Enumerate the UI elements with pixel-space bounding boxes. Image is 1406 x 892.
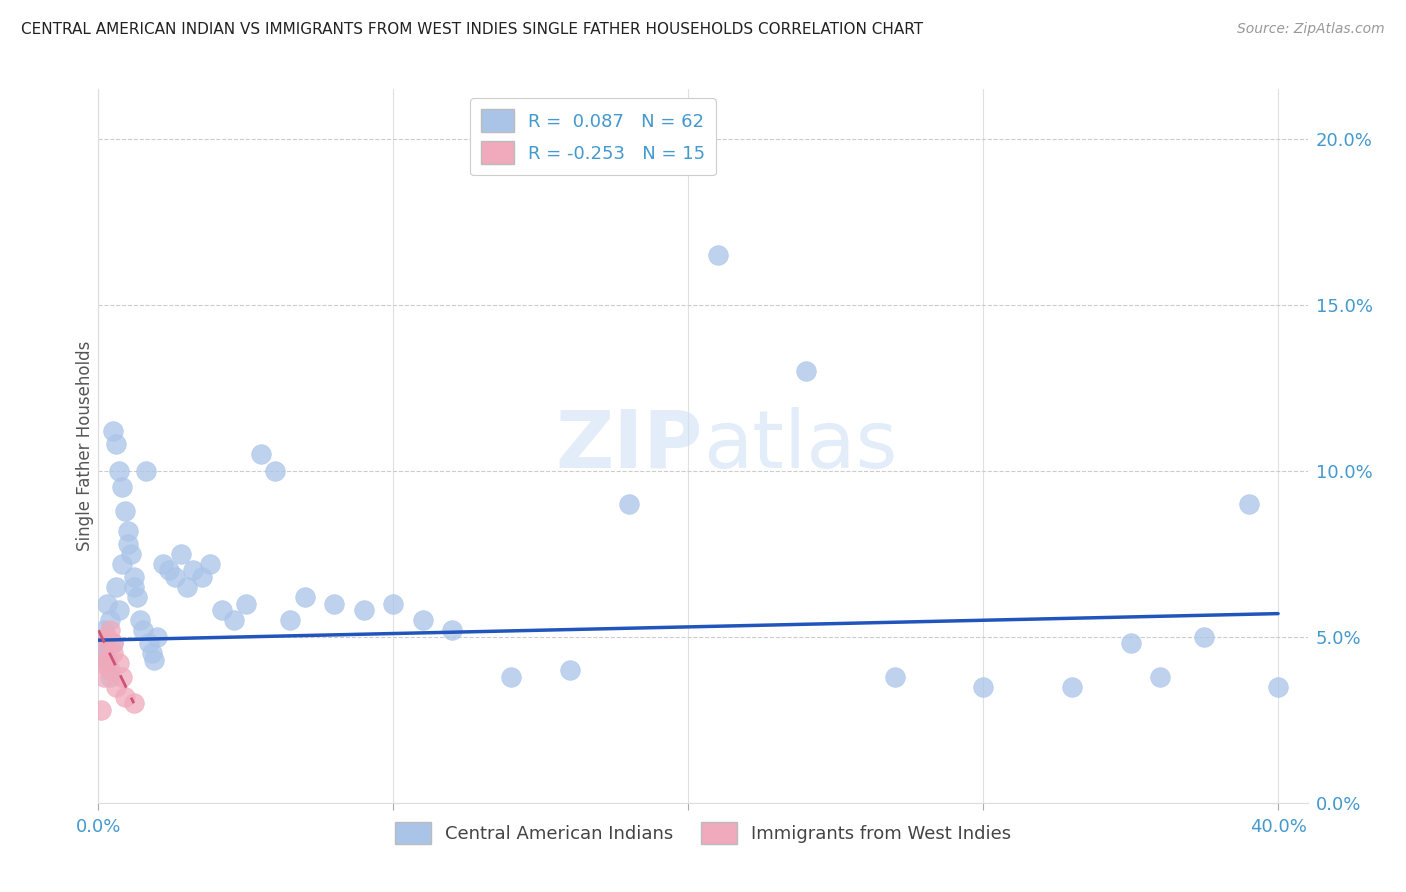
Point [96, 597, 118, 611]
Point [120, 547, 142, 561]
Point [294, 590, 316, 604]
Point [1149, 670, 1171, 684]
Point [90, 703, 112, 717]
Y-axis label: Single Father Households: Single Father Households [76, 341, 94, 551]
Point [141, 647, 163, 661]
Point [152, 557, 174, 571]
Point [117, 537, 139, 551]
Point [211, 603, 233, 617]
Text: CENTRAL AMERICAN INDIAN VS IMMIGRANTS FROM WEST INDIES SINGLE FATHER HOUSEHOLDS : CENTRAL AMERICAN INDIAN VS IMMIGRANTS FR… [21, 22, 924, 37]
Point [98, 624, 121, 638]
Point [1267, 680, 1289, 694]
Point [117, 524, 139, 538]
Point [619, 497, 641, 511]
Point [101, 636, 124, 650]
Point [165, 570, 187, 584]
Point [96, 657, 118, 671]
Point [135, 464, 157, 478]
Point [412, 613, 434, 627]
Point [235, 597, 257, 611]
Point [1060, 680, 1083, 694]
Point [143, 653, 166, 667]
Point [122, 570, 145, 584]
Point [101, 647, 124, 661]
Point [441, 624, 464, 638]
Point [108, 603, 131, 617]
Point [96, 653, 118, 667]
Point [122, 580, 145, 594]
Point [972, 680, 994, 694]
Point [794, 364, 817, 378]
Legend: Central American Indians, Immigrants from West Indies: Central American Indians, Immigrants fro… [388, 814, 1018, 851]
Point [190, 570, 212, 584]
Point [501, 670, 523, 684]
Point [96, 630, 118, 644]
Point [122, 696, 145, 710]
Point [105, 580, 128, 594]
Point [93, 636, 115, 650]
Point [93, 670, 115, 684]
Point [93, 624, 115, 638]
Point [105, 680, 128, 694]
Point [170, 547, 193, 561]
Point [90, 657, 112, 671]
Point [382, 597, 405, 611]
Point [108, 657, 131, 671]
Point [108, 464, 131, 478]
Point [111, 670, 134, 684]
Point [200, 557, 222, 571]
Point [101, 424, 124, 438]
Point [90, 636, 112, 650]
Point [128, 613, 150, 627]
Point [105, 437, 128, 451]
Text: Source: ZipAtlas.com: Source: ZipAtlas.com [1237, 22, 1385, 37]
Point [222, 613, 245, 627]
Point [101, 636, 124, 650]
Point [883, 670, 905, 684]
Point [93, 647, 115, 661]
Text: ZIP: ZIP [555, 407, 703, 485]
Point [560, 663, 582, 677]
Point [181, 564, 204, 578]
Point [114, 504, 136, 518]
Point [157, 564, 180, 578]
Point [706, 248, 728, 262]
Point [111, 557, 134, 571]
Point [1119, 636, 1142, 650]
Point [249, 447, 271, 461]
Point [98, 663, 121, 677]
Point [264, 464, 287, 478]
Text: atlas: atlas [703, 407, 897, 485]
Point [353, 603, 375, 617]
Point [146, 630, 169, 644]
Point [278, 613, 301, 627]
Point [1194, 630, 1216, 644]
Point [125, 590, 148, 604]
Point [131, 624, 153, 638]
Point [98, 613, 121, 627]
Point [111, 481, 134, 495]
Point [1237, 497, 1260, 511]
Point [138, 636, 160, 650]
Point [176, 580, 198, 594]
Point [114, 690, 136, 704]
Point [98, 670, 121, 684]
Point [323, 597, 346, 611]
